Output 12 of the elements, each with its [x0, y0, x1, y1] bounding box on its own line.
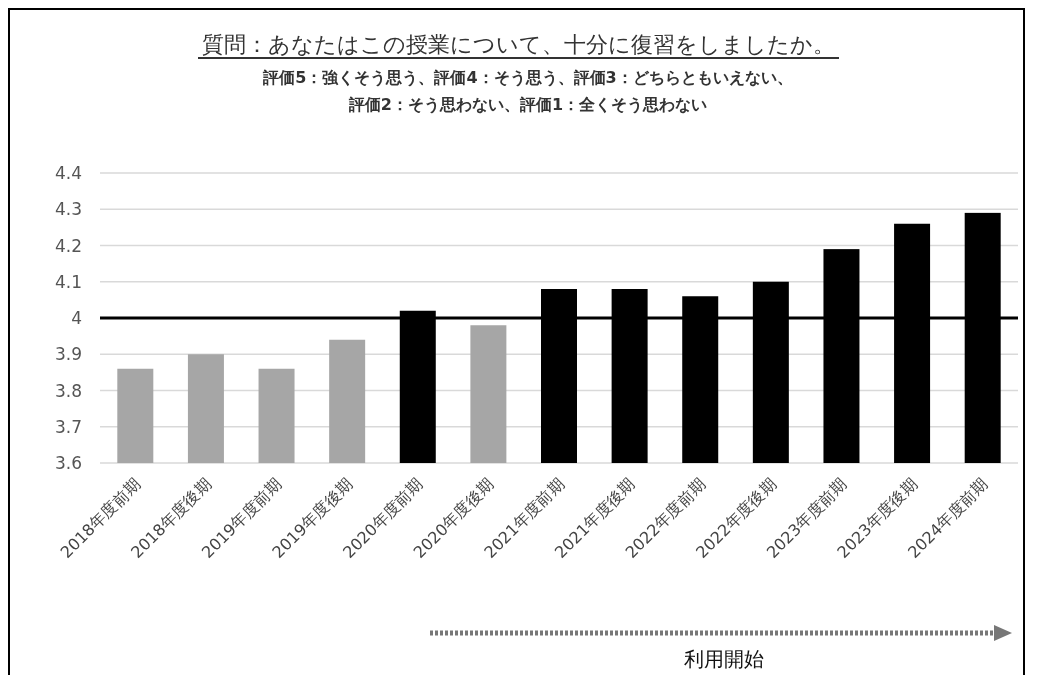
- y-tick-label: 4.4: [54, 163, 82, 183]
- chart-title: 質問：あなたはこの授業について、十分に復習をしましたか。: [198, 32, 839, 59]
- y-tick-label: 4.1: [54, 271, 82, 292]
- text: 利用開始: [684, 647, 764, 671]
- y-tick-label: 4.3: [54, 199, 82, 220]
- y-tick-label: 3.7: [54, 416, 82, 437]
- y-tick-label: 3.6: [54, 453, 82, 473]
- y-tick-label: 4.2: [54, 235, 82, 256]
- y-tick-label: 4: [71, 308, 82, 328]
- y-tick-label: 3.9: [54, 344, 82, 365]
- chart-subtitle: 評価5：強くそう思う、評価4：そう思う、評価3：どちらともいえない、評価2：そう思わない、評価1：全くそう思わない: [262, 67, 794, 116]
- y-tick-label: 3.8: [54, 380, 82, 401]
